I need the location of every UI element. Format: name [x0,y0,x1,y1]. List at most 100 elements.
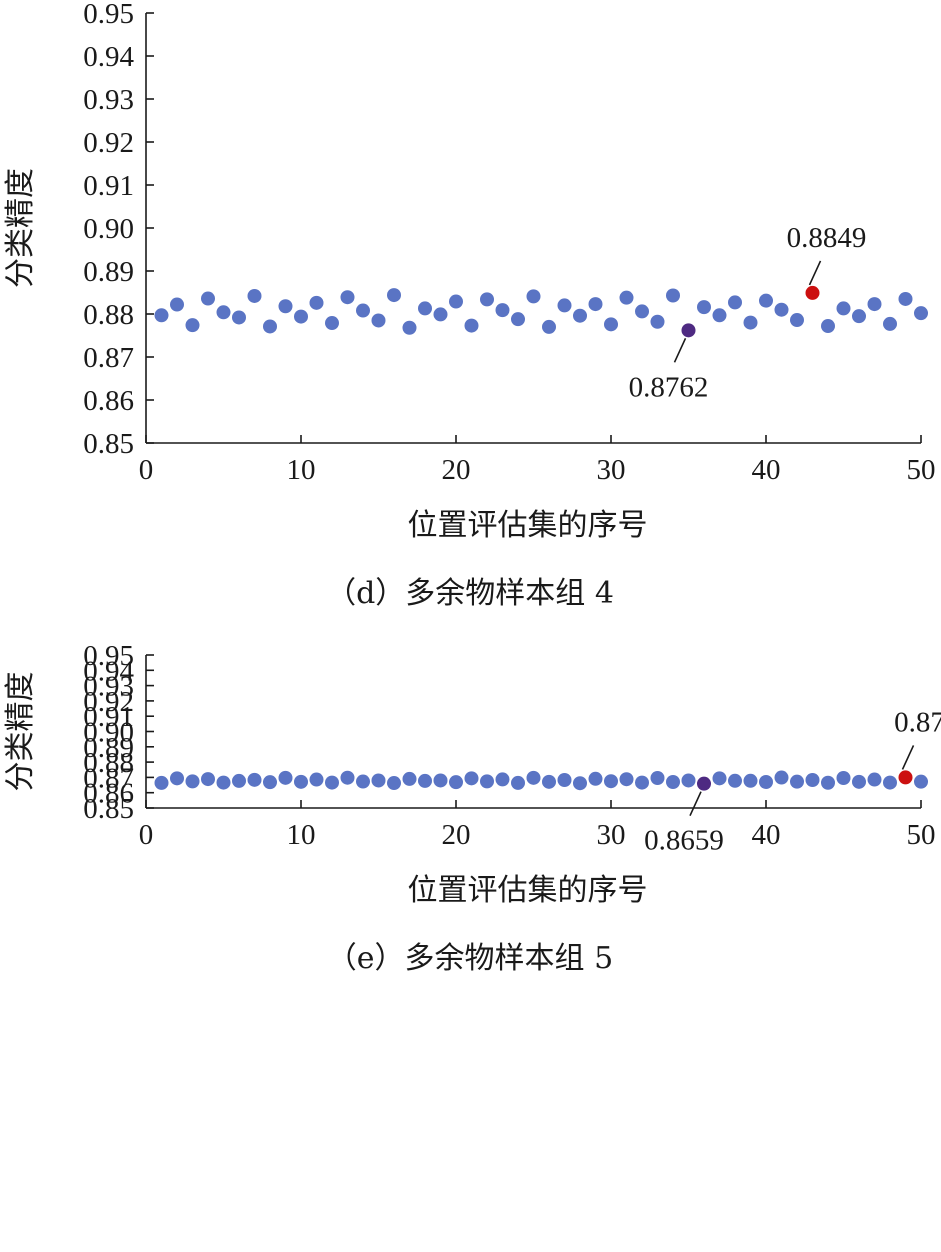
annotation-leader [673,338,687,363]
y-tick-label: 0.90 [83,213,134,245]
x-tick-label: 40 [752,819,781,851]
data-point [464,771,479,786]
data-point [526,289,541,304]
data-point [278,770,293,785]
annotation-leader [901,745,915,770]
x-tick-label: 30 [597,454,626,486]
chart-panel-e: 0.850.860.870.880.890.900.910.920.930.94… [3,640,941,976]
data-point [650,771,665,786]
data-point-min [697,776,711,791]
y-tick-label: 0.95 [83,0,134,30]
data-point [495,772,510,787]
data-point [402,320,417,335]
data-point [635,775,649,790]
data-point [480,292,494,307]
data-point [216,775,231,790]
data-point [511,775,525,790]
data-point [666,288,680,303]
data-point [883,316,897,331]
chart-panel-d: 0.85 0.86 0.87 0.88 0.89 0.90 0.91 0.92 0.93 0.94… [3,0,936,611]
data-point [294,774,308,789]
y-tick-label: 0.92 [83,686,134,718]
data-point [883,775,897,790]
data-point [356,303,370,318]
data-point [185,318,200,333]
annotation-max-label: 0.8849 [787,222,867,254]
data-point-min [681,323,696,338]
x-tick-label: 30 [597,819,626,851]
data-point [650,314,665,329]
data-point [697,300,711,315]
annotation-leader [689,791,702,817]
data-point [309,295,324,310]
data-point [635,304,649,319]
y-tick-label: 0.85 [83,793,134,825]
y-tick-label: 0.94 [83,655,134,687]
data-point [356,774,370,789]
data-point [232,310,246,325]
data-point [325,775,339,790]
y-tick-label: 0.89 [83,256,134,288]
data-point [418,773,432,788]
y-axis-title: 分类精度 [3,168,38,288]
data-point-max [898,770,913,785]
x-axis-title: 位置评估集的序号 [408,873,648,908]
data-point [154,308,169,323]
data-point [557,773,572,788]
y-tick-label: 0.93 [83,671,134,703]
data-point [185,774,200,789]
data-point [619,772,634,787]
data-point [309,772,324,787]
data-point [216,305,231,320]
data-point [681,773,696,788]
data-point [511,312,525,327]
data-point [418,301,432,316]
data-point [666,774,680,789]
data-point [387,776,401,791]
x-tick-label: 0 [139,454,154,486]
data-point [278,299,293,314]
y-tick-label: 0.92 [83,127,134,159]
data-point [433,307,448,322]
y-tick-label: 0.86 [83,385,134,417]
data-point [464,318,479,333]
data-point [170,297,184,312]
annotation-min-label: 0.8659 [644,825,724,857]
y-tick-label: 0.86 [83,778,134,810]
data-point [232,773,246,788]
y-tick-label: 0.88 [83,299,134,331]
data-point [588,771,603,786]
x-tick-label: 0 [139,819,154,851]
data-point [774,302,789,317]
data-point [247,288,262,303]
data-point [402,771,417,786]
data-point [495,303,510,318]
data-point [821,319,835,334]
data-point [914,774,928,789]
data-point [821,775,835,790]
data-point [201,291,215,306]
y-axis-title: 分类精度 [3,672,38,792]
data-point [263,319,277,334]
y-tick-label: 0.87 [83,342,134,374]
data-point [728,295,742,310]
x-tick-label: 40 [752,454,781,486]
data-point [433,773,448,788]
y-tick-label: 0.94 [83,41,134,73]
x-tick-label: 10 [287,454,316,486]
data-point [743,315,758,330]
data-point [588,297,603,312]
data-point [712,771,727,786]
data-point [836,301,851,316]
data-point [774,770,789,785]
data-point [294,309,308,324]
x-tick-label: 10 [287,819,316,851]
data-point [480,774,494,789]
data-point-max [805,285,820,300]
data-point [619,290,634,305]
data-point [201,772,215,787]
data-point [790,774,804,789]
data-point [340,770,355,785]
x-axis-title: 位置评估集的序号 [408,508,648,543]
